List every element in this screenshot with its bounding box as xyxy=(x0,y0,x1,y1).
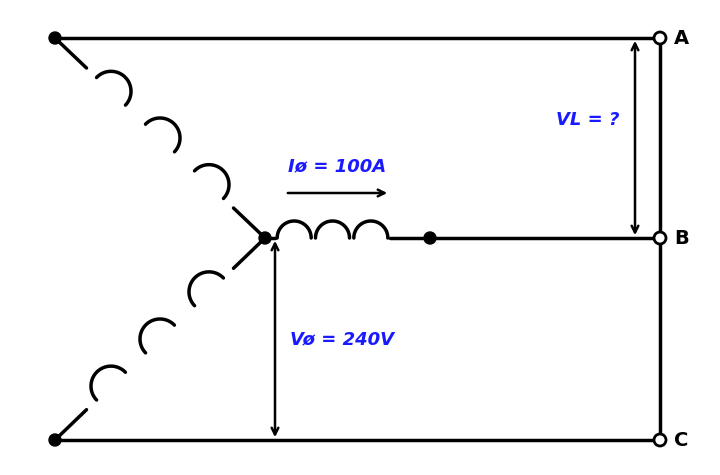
Text: B: B xyxy=(674,228,689,247)
Text: A: A xyxy=(674,28,689,48)
Text: C: C xyxy=(674,430,688,449)
Circle shape xyxy=(49,434,61,446)
Text: Iø = 100A: Iø = 100A xyxy=(289,157,387,175)
Text: Vø = 240V: Vø = 240V xyxy=(290,330,394,348)
Text: VL = ?: VL = ? xyxy=(557,111,620,129)
Circle shape xyxy=(654,32,666,44)
Circle shape xyxy=(424,232,436,244)
Circle shape xyxy=(654,232,666,244)
Circle shape xyxy=(49,32,61,44)
Circle shape xyxy=(259,232,271,244)
Circle shape xyxy=(654,434,666,446)
